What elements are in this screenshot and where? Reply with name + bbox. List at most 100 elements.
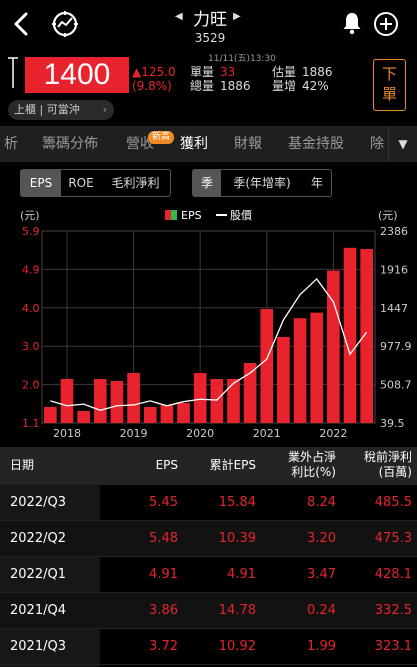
volume-increase-value: 42%	[302, 79, 329, 93]
unit-volume-value: 33	[220, 65, 236, 79]
cell-date: 2022/Q1	[10, 567, 66, 582]
cell-date: 2021/Q3	[10, 639, 66, 654]
metric-margin[interactable]: 毛利淨利	[111, 176, 160, 190]
x-tick-label: 2020	[186, 427, 214, 440]
x-tick-label: 2022	[319, 427, 347, 440]
cell-cumulative-eps: 4.91	[227, 567, 256, 582]
eps-bar[interactable]	[60, 379, 74, 423]
eps-bar[interactable]	[343, 247, 357, 423]
plus-circle-icon[interactable]	[373, 11, 399, 37]
top-navigation-bar: ◀ 力旺 3529 ▶	[0, 0, 417, 48]
eps-bar[interactable]	[293, 318, 307, 423]
header-pretax-income: 稅前淨利 (百萬)	[340, 450, 412, 480]
stock-title: 力旺 3529	[160, 5, 260, 45]
price-line	[50, 277, 368, 411]
tab-analysis[interactable]: 析	[4, 136, 18, 152]
eps-price-chart-svg: (元) (元) EPS 股價 5.9 2386 4.9 1916 4.0 1447 3.0 9…	[20, 208, 412, 440]
market-tag-pill[interactable]: 上櫃 | 可當沖 ›	[8, 100, 114, 120]
eps-bar[interactable]	[327, 270, 340, 423]
right-tick-label: 977.9	[380, 340, 412, 353]
table-row[interactable]: 2021/Q3 3.72 10.92 1.99 323.1	[0, 629, 417, 665]
table-header: 日期 EPS 累計EPS 業外占淨 利比(%) 稅前淨利 (百萬)	[0, 447, 417, 485]
eps-bar[interactable]	[310, 312, 324, 423]
eps-bar[interactable]	[260, 309, 274, 423]
bell-icon[interactable]	[340, 11, 364, 35]
eps-table: 日期 EPS 累計EPS 業外占淨 利比(%) 稅前淨利 (百萬) 2022/Q…	[0, 447, 417, 667]
unit-volume-label: 單量	[190, 65, 215, 79]
table-row[interactable]: 2022/Q3 5.45 15.84 8.24 485.5	[0, 485, 417, 521]
left-tick-label: 2.0	[22, 379, 40, 392]
order-button-label: 下單	[382, 65, 398, 103]
period-quarter[interactable]: 季	[193, 170, 221, 196]
cell-date: 2022/Q3	[10, 495, 66, 510]
eps-bar[interactable]	[127, 373, 140, 423]
gauge-icon[interactable]	[50, 9, 80, 39]
price-change-percent: (9.8%)	[132, 79, 172, 93]
cell-pretax-income: 428.1	[374, 567, 412, 582]
right-unit-label: (元)	[378, 209, 398, 222]
est-volume-label: 估量	[272, 65, 297, 79]
quote-timestamp: 11/11(五)13:30	[208, 54, 276, 64]
legend-price-label: 股價	[230, 208, 252, 222]
eps-chart: (元) (元) EPS 股價 5.9 2386 4.9 1916 4.0 1447 3.0 9…	[0, 203, 417, 443]
metric-eps[interactable]: EPS	[21, 170, 61, 196]
period-quarter-yoy[interactable]: 季(年增率)	[233, 176, 291, 190]
cell-pretax-income: 323.1	[374, 639, 412, 654]
eps-bar[interactable]	[193, 373, 207, 423]
previous-stock-arrow[interactable]: ◀	[175, 11, 183, 22]
cell-pretax-income: 485.5	[374, 495, 412, 510]
cell-eps: 5.48	[149, 531, 178, 546]
back-arrow-icon[interactable]	[10, 10, 34, 38]
legend-eps-swatch-red	[165, 210, 171, 220]
cell-cumulative-eps: 10.39	[218, 531, 256, 546]
cell-nonop-ratio: 3.47	[307, 567, 336, 582]
cell-nonop-ratio: 8.24	[307, 495, 336, 510]
right-tick-label: 508.7	[380, 379, 412, 392]
estimate-block: 估量 1886 量增 42%	[272, 65, 333, 93]
left-tick-label: 4.9	[22, 263, 40, 276]
metric-toggle: EPS ROE 毛利淨利	[20, 169, 171, 197]
eps-bar[interactable]	[143, 407, 157, 423]
total-volume-label: 總量	[190, 79, 215, 93]
period-year[interactable]: 年	[310, 176, 323, 190]
right-tick-label: 2386	[380, 225, 408, 238]
tab-financials[interactable]: 財報	[234, 136, 262, 152]
left-unit-label: (元)	[20, 209, 40, 222]
tab-profit[interactable]: 獲利	[180, 136, 208, 152]
cell-pretax-income: 332.5	[374, 603, 412, 618]
price-change-value: ▲125.0	[132, 65, 176, 79]
tab-revenue[interactable]: 營收	[126, 136, 154, 152]
eps-bar[interactable]	[110, 381, 124, 423]
eps-bar[interactable]	[160, 405, 174, 423]
tab-dropdown-icon[interactable]: ▼	[388, 126, 417, 162]
eps-bar[interactable]	[227, 379, 240, 423]
eps-bar[interactable]	[210, 379, 224, 423]
est-volume-value: 1886	[302, 65, 333, 79]
eps-bar[interactable]	[360, 249, 373, 423]
x-tick-label: 2021	[253, 427, 281, 440]
eps-bar[interactable]	[77, 411, 90, 423]
eps-bar[interactable]	[243, 363, 257, 423]
order-button[interactable]: 下單	[373, 59, 406, 111]
eps-bar[interactable]	[177, 403, 190, 423]
total-volume-value: 1886	[220, 79, 251, 93]
tab-chip-distribution[interactable]: 籌碼分佈	[42, 136, 98, 152]
next-stock-arrow[interactable]: ▶	[233, 11, 241, 22]
tab-dividend[interactable]: 除	[370, 136, 384, 152]
eps-bar[interactable]	[93, 379, 107, 423]
eps-bar[interactable]	[44, 407, 57, 423]
cell-cumulative-eps: 14.78	[218, 603, 256, 618]
table-row[interactable]: 2021/Q4 3.86 14.78 0.24 332.5	[0, 593, 417, 629]
tab-fund-holdings[interactable]: 基金持股	[288, 136, 344, 152]
table-row[interactable]: 2022/Q1 4.91 4.91 3.47 428.1	[0, 557, 417, 593]
price-range-icon	[8, 57, 18, 88]
left-tick-label: 4.0	[22, 302, 40, 315]
last-price: 1400	[25, 57, 129, 93]
eps-bar[interactable]	[277, 337, 290, 423]
left-tick-label: 1.1	[22, 417, 40, 430]
metric-roe[interactable]: ROE	[68, 176, 94, 190]
header-cumulative-eps: 累計EPS	[209, 458, 256, 472]
table-row[interactable]: 2022/Q2 5.48 10.39 3.20 475.3	[0, 521, 417, 557]
cell-nonop-ratio: 0.24	[307, 603, 336, 618]
header-nonop-ratio-line1: 業外占淨	[287, 450, 336, 464]
